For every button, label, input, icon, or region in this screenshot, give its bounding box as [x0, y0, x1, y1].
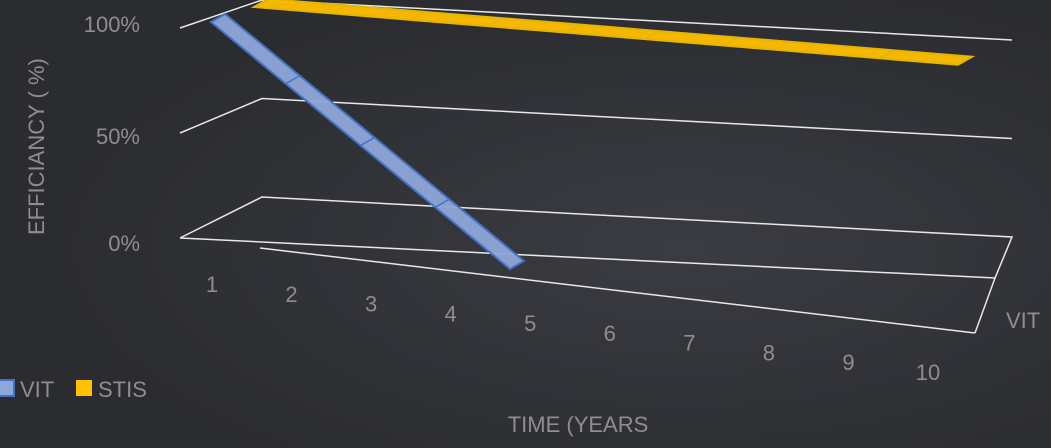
floor-front-edge [259, 247, 976, 334]
x-tick-label-5: 5 [524, 311, 536, 336]
legend-swatch-stis [76, 380, 92, 396]
point-stis-5 [566, 24, 582, 34]
x-tick-label-2: 2 [285, 282, 297, 307]
floor-side-edge [974, 277, 996, 334]
y-tick-label-50: 50% [96, 124, 140, 149]
x-axis-title: TIME (YEARS [508, 412, 649, 437]
x-tick-label-9: 9 [842, 350, 854, 375]
x-tick-label-7: 7 [683, 331, 695, 356]
gridline-100% [179, 0, 1013, 41]
x-tick-label-10: 10 [916, 360, 940, 385]
point-stis-4 [488, 17, 504, 27]
legend: VIT STIS [0, 377, 147, 402]
y-tick-label-100: 100% [84, 12, 140, 37]
y-tick-label-0: 0% [108, 231, 140, 256]
point-vit-4 [434, 198, 450, 208]
gridline-50% [179, 97, 1013, 140]
x-tick-label-4: 4 [445, 301, 457, 326]
series-stis [250, 0, 976, 66]
legend-swatch-vit [0, 379, 15, 397]
series-vit [209, 12, 526, 271]
y-axis-title: EFFICIANCY ( %) [24, 58, 49, 235]
point-stis-9 [879, 49, 895, 59]
x-tick-label-8: 8 [763, 340, 775, 365]
x-tick-label-1: 1 [206, 272, 218, 297]
legend-label-vit: VIT [20, 377, 54, 402]
x-tick-label-3: 3 [365, 292, 377, 317]
point-vit-2 [285, 75, 301, 85]
point-stis-6 [644, 30, 660, 40]
point-stis-3 [410, 11, 425, 21]
point-stis-2 [331, 4, 347, 15]
point-stis-7 [722, 36, 738, 47]
point-vit-3 [360, 136, 375, 147]
gridline-0% [179, 196, 1014, 279]
series-ribbon-stis [250, 0, 976, 66]
depth-axis-label: VIT [1006, 308, 1040, 333]
legend-label-stis: STIS [98, 377, 147, 402]
x-tick-label-6: 6 [604, 321, 616, 346]
point-stis-8 [801, 43, 816, 53]
